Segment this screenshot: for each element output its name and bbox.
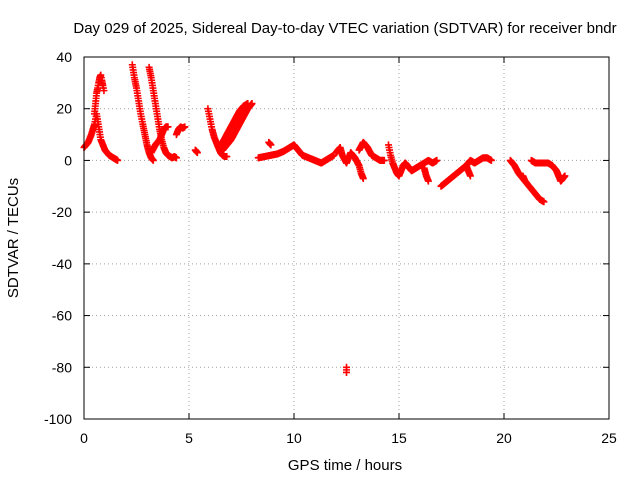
data-marks [80,61,569,376]
y-tick-label: -100 [44,411,72,427]
y-tick-label: 0 [64,152,72,168]
data-point [561,172,569,180]
x-tick-labels: 0 5 10 15 20 25 [80,430,617,446]
y-tick-label: 20 [56,101,72,117]
data-point [466,172,474,180]
x-tick-label: 10 [286,430,302,446]
y-tick-label: -80 [52,359,72,375]
data-point [359,175,367,183]
data-point [193,149,201,157]
grid-lines [84,57,609,419]
y-tick-label: -60 [52,308,72,324]
data-point [223,153,231,161]
y-tick-label: -40 [52,256,72,272]
data-point [380,156,388,164]
plot-frame [83,56,610,420]
data-point [248,100,256,108]
data-point [114,156,122,164]
chart-title: Day 029 of 2025, Sidereal Day-to-day VTE… [73,20,616,37]
x-tick-label: 15 [391,430,407,446]
x-tick-label: 0 [80,430,88,446]
data-point [540,198,548,206]
x-axis-label: GPS time / hours [288,457,402,474]
data-point [487,156,495,164]
y-tick-label: 40 [56,49,72,65]
axis-ticks [83,56,610,420]
data-point [164,123,172,131]
x-tick-label: 25 [601,430,617,446]
data-point [172,154,180,162]
data-point [181,123,189,131]
data-point [424,177,432,185]
data-point [433,156,441,164]
data-point [267,141,275,149]
data-point [343,368,350,376]
x-tick-label: 5 [185,430,193,446]
x-tick-label: 20 [496,430,512,446]
data-point [149,156,157,164]
y-axis-label: SDTVAR / TECUs [5,178,22,298]
data-point [521,177,529,185]
y-tick-label: -20 [52,204,72,220]
data-point [100,87,108,95]
y-tick-labels: -100 -80 -60 -40 -20 0 20 40 [44,49,72,427]
